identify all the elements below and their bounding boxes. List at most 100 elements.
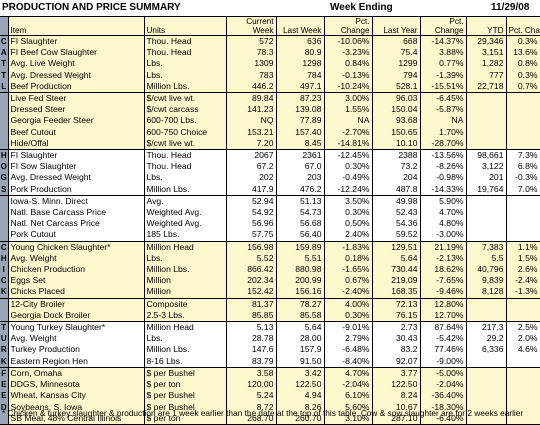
item-cell: Pork Production: [8, 183, 145, 196]
value-cell: 49.98: [372, 194, 421, 208]
value-cell: 6,336: [466, 344, 507, 356]
category-letter: [0, 126, 9, 138]
value-cell: 8.72: [226, 401, 277, 413]
value-cell: 1.55%: [324, 104, 373, 116]
value-cell: 168.35: [372, 286, 421, 299]
table-row: 12-City Broiler Composite 81.37 78.27 4.00% 7…: [0, 297, 540, 310]
table-row: Hide/Offal $/cwt live wt. 7.20 8.45 -14.81% 1…: [0, 137, 540, 150]
value-cell: 201: [466, 172, 507, 184]
value-cell: 2.6%: [506, 264, 540, 276]
value-cell: 8.26: [276, 401, 325, 413]
value-cell: 51.13: [276, 194, 325, 208]
value-cell: 3,151: [466, 47, 507, 59]
value-cell: [506, 194, 540, 208]
column-header: YTD: [466, 26, 507, 36]
units-cell: 185 Lbs.: [144, 229, 227, 242]
value-cell: -10.06%: [324, 35, 373, 48]
value-cell: 139.08: [276, 104, 325, 116]
category-letter: [0, 137, 9, 150]
value-cell: -1.65%: [324, 264, 373, 276]
value-cell: -3.23%: [324, 47, 373, 59]
table-row: Iowa-S. Minn. Direct Avg. 52.94 51.13 3.50% 4…: [0, 194, 540, 208]
value-cell: 12.80%: [420, 297, 467, 310]
value-cell: [466, 401, 507, 413]
item-cell: Beef Cutout: [8, 126, 145, 138]
value-cell: 7.3%: [506, 149, 540, 162]
value-cell: 217.3: [466, 321, 507, 334]
value-cell: 202.34: [226, 275, 277, 287]
column-header: Pct.: [420, 16, 467, 26]
value-cell: 2.40%: [324, 229, 373, 242]
table-row: K Chicks Placed Million 152.42 156.16 -2.40% 1…: [0, 286, 540, 299]
value-cell: -12.24%: [324, 183, 373, 196]
units-cell: Million Head: [144, 321, 227, 334]
value-cell: 72.13: [372, 297, 421, 310]
value-cell: -2.70%: [324, 126, 373, 138]
value-cell: -2.4%: [506, 275, 540, 287]
table-row: Pork Cutout 185 Lbs. 57.75 56.40 2.40% 59.52-…: [0, 229, 540, 242]
report-title: PRODUCTION AND PRICE SUMMARY: [2, 2, 181, 13]
value-cell: 4.00%: [324, 297, 373, 310]
value-cell: 59.52: [372, 229, 421, 242]
category-letter: L: [0, 80, 9, 93]
column-header: [506, 16, 540, 26]
item-cell: Georgia Dock Broiler: [8, 309, 145, 322]
value-cell: -8.40%: [324, 355, 373, 368]
value-cell: 9,839: [466, 275, 507, 287]
value-cell: 866.42: [226, 264, 277, 276]
value-cell: 777: [466, 69, 507, 81]
category-letter: [0, 309, 9, 322]
value-cell: -15.51%: [420, 80, 467, 93]
value-cell: 219.09: [372, 275, 421, 287]
table-row: Natl. Base Carcass Price Weighted Avg. 54.…: [0, 207, 540, 219]
value-cell: 5.51: [276, 252, 325, 265]
value-cell: 5.52: [226, 252, 277, 265]
value-cell: [506, 137, 540, 150]
category-letter: C: [0, 240, 9, 253]
value-cell: 29,346: [466, 35, 507, 48]
value-cell: -1.39%: [420, 69, 467, 81]
column-header: [372, 16, 421, 26]
value-cell: 159.89: [276, 240, 325, 253]
value-cell: 0.67%: [324, 275, 373, 287]
units-cell: Thou. Head: [144, 161, 227, 173]
item-cell: Natl. Base Carcass Price: [8, 207, 145, 219]
item-cell: FI Slaughter: [8, 35, 145, 48]
value-cell: 200.99: [276, 275, 325, 287]
value-cell: -2.13%: [420, 252, 467, 265]
value-cell: [466, 92, 507, 105]
table-row: U Avg. Weight Lbs. 28.78 28.00 2.79% 30.43 -5.4…: [0, 333, 540, 345]
table-row: T Avg. Live Weight Lbs. 1309 1298 0.84% 1299 0.…: [0, 58, 540, 70]
column-header: [144, 16, 227, 26]
item-cell: Avg. Weight: [8, 252, 145, 265]
value-cell: -5.00%: [420, 366, 467, 380]
value-cell: -0.49%: [324, 172, 373, 184]
units-cell: Million Head: [144, 240, 227, 253]
units-cell: 600-750 Choice: [144, 126, 227, 138]
column-header: Week: [226, 26, 277, 36]
value-cell: 4.70%: [324, 366, 373, 380]
value-cell: [506, 104, 540, 116]
value-cell: 0.77%: [420, 58, 467, 70]
value-cell: -0.13%: [324, 69, 373, 81]
value-cell: 2067: [226, 149, 277, 162]
units-cell: Weighted Avg.: [144, 218, 227, 230]
value-cell: 417.9: [226, 183, 277, 196]
value-cell: 2.79%: [324, 333, 373, 345]
item-cell: Dressed Steer: [8, 104, 145, 116]
item-cell: Wheat, Kansas City: [8, 390, 145, 402]
units-cell: Lbs.: [144, 58, 227, 70]
value-cell: -1.83%: [324, 240, 373, 253]
category-letter: [0, 115, 9, 127]
value-cell: -13.56%: [420, 149, 467, 162]
value-cell: 446.2: [226, 80, 277, 93]
units-cell: Thou. Head: [144, 149, 227, 162]
value-cell: 150.04: [372, 104, 421, 116]
value-cell: -0.3%: [506, 172, 540, 184]
value-cell: 5.5: [466, 252, 507, 265]
units-cell: Million Lbs.: [144, 264, 227, 276]
value-cell: [466, 297, 507, 310]
units-cell: 8-16 Lbs.: [144, 355, 227, 368]
category-letter: T: [0, 69, 9, 81]
value-cell: -28.70%: [420, 137, 467, 150]
